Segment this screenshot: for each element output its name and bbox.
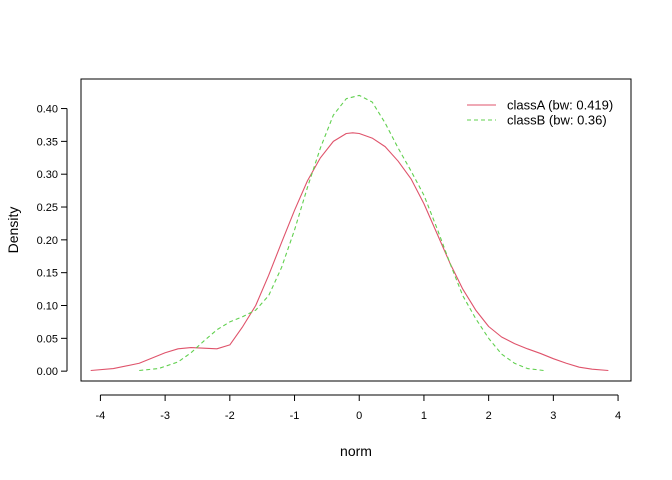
y-tick-label: 0.30 <box>37 169 58 181</box>
y-axis: 0.00 0.05 0.10 0.15 0.20 0.25 0.30 0.35 0.40 <box>37 104 68 378</box>
x-tick-label: 3 <box>550 410 556 422</box>
legend: classA (bw: 0.419)classB (bw: 0.36) <box>467 98 613 128</box>
y-axis-title: Density <box>5 207 21 254</box>
x-tick-label: 4 <box>615 410 621 422</box>
y-tick-label: 0.20 <box>37 235 58 247</box>
series-line-classB <box>139 94 544 372</box>
x-tick-label: 1 <box>421 410 427 422</box>
y-tick-label: 0.25 <box>37 202 58 214</box>
x-tick-label: 0 <box>356 410 362 422</box>
y-tick-label: 0.15 <box>37 268 58 280</box>
legend-label: classB (bw: 0.36) <box>507 113 607 128</box>
y-tick-label: 0.00 <box>37 366 58 378</box>
x-axis: -4 -3 -2 -1 0 1 2 3 4 <box>96 394 621 422</box>
y-tick-label: 0.05 <box>37 333 58 345</box>
series-layer <box>90 94 609 372</box>
series-line-classA <box>90 132 609 372</box>
x-tick-label: -3 <box>160 410 170 422</box>
x-tick-label: 2 <box>486 410 492 422</box>
y-tick-label: 0.35 <box>37 136 58 148</box>
y-tick-label: 0.10 <box>37 301 58 313</box>
x-tick-label: -4 <box>96 410 106 422</box>
y-tick-label: 0.40 <box>37 104 58 116</box>
plot-box <box>80 78 632 382</box>
x-axis-title: norm <box>340 443 372 459</box>
x-tick-label: -1 <box>290 410 300 422</box>
legend-label: classA (bw: 0.419) <box>507 98 613 113</box>
x-tick-label: -2 <box>225 410 235 422</box>
